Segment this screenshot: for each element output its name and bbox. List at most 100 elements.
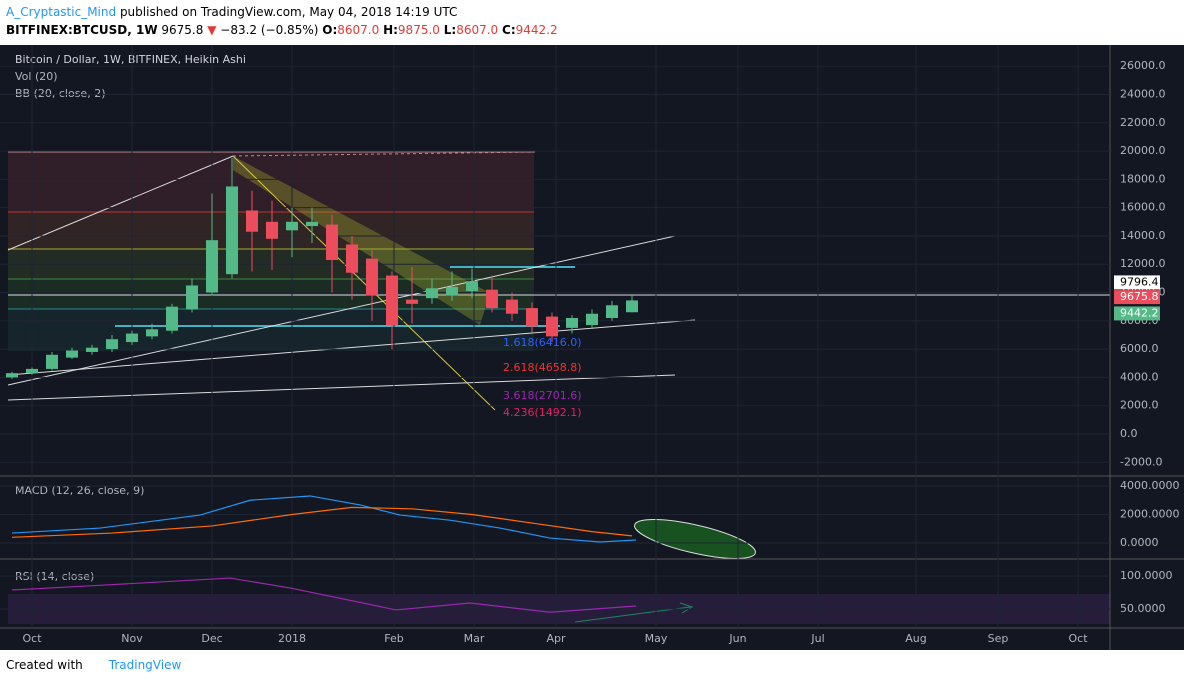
candle-body [606,305,618,318]
chart: Bitcoin / Dollar, 1W, BITFINEX, Heikin A… [0,45,1184,650]
candle-body [566,317,578,328]
y-tick-label: -2000.0 [1120,455,1162,468]
candle-body [426,288,438,299]
y-tick-label: 14000.0 [1120,229,1166,242]
candle-body [206,240,218,293]
arrow: ▼ [207,23,217,37]
candle-body [146,329,158,337]
y-tick-label: 2000.0 [1120,399,1159,412]
indicator-line [11,577,637,613]
x-tick-label: Jun [728,632,746,645]
candle-body [466,281,478,292]
brand[interactable]: TradingView [108,658,182,672]
drawings [7,151,1110,624]
footer: Created with TradingView [6,658,181,672]
header: A_Cryptastic_Mind published on TradingVi… [6,3,558,39]
candle-body [306,221,318,227]
price-tag [1114,275,1160,290]
candle-body [126,333,138,343]
c: 9442.2 [515,23,558,37]
candle-body [86,347,98,352]
x-tick-label: Aug [905,632,926,645]
price-tag-label: 9442.2 [1120,306,1159,319]
candle-body [406,299,418,304]
y-tick-label: 16000.0 [1120,201,1166,214]
candle-body [46,354,58,369]
x-tick-label: Jul [810,632,824,645]
y-tick-label: 24000.0 [1120,88,1166,101]
fib-label: 2.618(4658.8) [503,361,582,374]
candle-body [386,275,398,326]
symbol: BITFINEX:BTCUSD, 1W [6,23,158,37]
candle-body [366,258,378,296]
background [0,45,1184,650]
fib-label: 4.236(1492.1) [503,406,582,419]
candle-body [446,286,458,296]
x-tick-label: Feb [384,632,403,645]
h-label: H: [383,23,398,37]
candle-body [246,210,258,232]
l: 8607.0 [456,23,499,37]
candle-body [266,221,278,239]
y-tick-label: 12000.0 [1120,257,1166,270]
candle-body [626,300,638,313]
y-tick-label: 26000.0 [1120,59,1166,72]
last: 9675.8 [161,23,204,37]
author[interactable]: A_Cryptastic_Mind [6,5,117,19]
candle-body [346,244,358,273]
fib-label: 3.618(2701.6) [503,389,582,402]
y-tick-label: 22000.0 [1120,116,1166,129]
x-tick-label: Oct [22,632,42,645]
candle-body [326,224,338,260]
y-tick-label: 4000.0 [1120,370,1159,383]
candle-body [286,221,298,231]
l-label: L: [443,23,457,37]
chart-title: Bitcoin / Dollar, 1W, BITFINEX, Heikin A… [15,53,246,66]
o: 8607.0 [337,23,380,37]
candle-body [66,350,78,358]
x-tick-label: Dec [201,632,222,645]
macd-title: MACD (12, 26, close, 9) [15,484,144,497]
candle-body [546,316,558,337]
price-tag-label: 9796.4 [1120,275,1159,288]
indicator-label: Vol (20) [15,70,58,83]
y-tick-label: 20000.0 [1120,144,1166,157]
y-tick-label: 2000.0000 [1120,508,1180,521]
candle-body [506,299,518,314]
candle-body [106,339,118,350]
candle-body [166,306,178,331]
x-tick-label: Oct [1068,632,1088,645]
price-tag [1114,290,1160,305]
x-tick-label: May [645,632,668,645]
y-tick-label: 100.0000 [1120,569,1173,582]
candle-body [6,373,18,378]
c-label: C: [502,23,516,37]
created: Created with [6,658,83,672]
candle-body [186,285,198,310]
o-label: O: [322,23,338,37]
x-tick-label: Mar [464,632,485,645]
candle-body [226,186,238,275]
fib-label: 1.618(6416.0) [503,336,582,349]
h: 9875.0 [397,23,440,37]
candle-body [586,313,598,326]
y-tick-label: 6000.0 [1120,342,1159,355]
y-tick-label: 0.0 [1120,427,1138,440]
published: published on TradingView.com, May 04, 20… [119,5,458,19]
y-tick-label: 50.0000 [1120,602,1166,615]
x-tick-label: Nov [121,632,143,645]
price-tag [1114,306,1160,321]
x-tick-label: 2018 [278,632,306,645]
y-tick-label: 4000.0000 [1120,479,1180,492]
x-tick-label: Sep [988,632,1009,645]
candle-body [486,289,498,309]
candle-body [26,368,38,374]
price-tag-label: 9675.8 [1120,290,1159,303]
x-tick-label: Apr [546,632,566,645]
indicator-label: BB (20, close, 2) [15,87,106,100]
candle-body [526,308,538,327]
y-tick-label: 18000.0 [1120,172,1166,185]
y-tick-label: 0.0000 [1120,536,1159,549]
indicator-line [11,495,637,543]
